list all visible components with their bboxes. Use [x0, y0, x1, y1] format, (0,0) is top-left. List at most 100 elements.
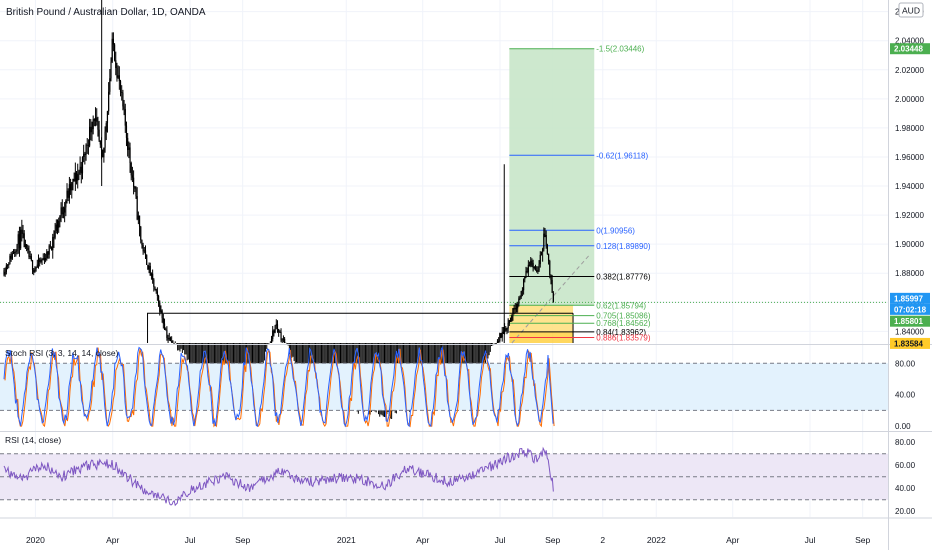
time-tick-label: Jul	[805, 535, 816, 545]
price-badge-label[interactable]: 1.83584	[894, 339, 923, 348]
candle-body	[96, 117, 98, 122]
candle-body	[67, 190, 69, 198]
candle-body	[43, 258, 46, 261]
candle-body	[98, 129, 100, 141]
candle-body	[138, 215, 141, 227]
time-tick-label: Jul	[185, 535, 196, 545]
candle-body	[121, 92, 123, 93]
price-badge-label[interactable]: 07:02:18	[894, 305, 927, 314]
time-tick-label: Sep	[235, 535, 250, 545]
candle-body	[134, 186, 136, 189]
currency-label[interactable]: AUD	[902, 6, 920, 16]
candle-body	[136, 196, 138, 220]
rsi-title: RSI (14, close)	[5, 435, 61, 445]
candle-body	[284, 338, 286, 343]
candle-body	[28, 250, 30, 257]
price-tick-label: 1.84000	[895, 327, 924, 336]
price-badge-label[interactable]: 1.85801	[894, 317, 923, 326]
candle-body	[46, 251, 48, 259]
fib-level-label: 0(1.90956)	[596, 226, 635, 235]
time-tick-label: Sep	[855, 535, 870, 545]
candle-body	[514, 307, 516, 310]
candle-body	[275, 324, 277, 326]
price-badge[interactable]	[890, 315, 930, 327]
candle-body	[90, 126, 92, 133]
candle-body	[58, 220, 60, 228]
time-tick-label: 2	[600, 535, 605, 545]
time-axis[interactable]: 2020 Apr Jul Sep 2021 Apr Jul Sep 2 2022 Apr Jul Sep	[26, 535, 871, 545]
price-tick-label: 1.92000	[895, 211, 924, 220]
candle-body	[540, 251, 543, 255]
candle-body	[273, 330, 275, 333]
candle-body	[37, 259, 40, 265]
price-badge[interactable]	[890, 337, 930, 349]
stoch-tick-label: 0.00	[895, 422, 911, 431]
candle-body	[22, 233, 24, 235]
candle-body	[34, 268, 36, 273]
candle-body	[142, 245, 144, 252]
candle-body	[501, 331, 503, 338]
candle-body	[166, 329, 168, 338]
candle-body	[65, 200, 67, 208]
candle-body	[106, 111, 109, 124]
candle-body	[152, 273, 154, 280]
price-badge-label[interactable]: 1.85997	[894, 294, 923, 303]
candle-body	[84, 153, 86, 155]
candle-body	[20, 229, 22, 249]
candle-body	[72, 178, 74, 183]
candle-body	[125, 125, 128, 138]
fib-level-label: 0.705(1.85086)	[596, 312, 651, 321]
chart-title: British Pound / Australian Dollar, 1D, O…	[6, 7, 206, 18]
candle-body	[48, 245, 50, 255]
candle-body	[163, 323, 166, 330]
candle-body	[81, 156, 84, 174]
rsi-tick-label: 40.00	[895, 484, 916, 493]
candle-body	[547, 253, 550, 261]
candle-body	[91, 129, 93, 133]
candle-body	[110, 61, 112, 79]
candle-body	[505, 328, 507, 331]
candle-body	[155, 288, 157, 292]
candle-body	[161, 310, 163, 319]
candle-body	[61, 207, 63, 215]
candle-body	[49, 245, 51, 247]
stoch-rsi-pane[interactable]: Stoch RSI (3, 3, 14, 14, close)	[0, 345, 888, 428]
stoch-tick-label: 40.00	[895, 391, 916, 400]
candle-body	[123, 106, 125, 110]
candle-body	[160, 310, 162, 312]
price-badge[interactable]	[890, 292, 930, 304]
candle-body	[515, 307, 518, 309]
candle-body	[518, 298, 520, 304]
candle-body	[169, 337, 172, 342]
price-badge[interactable]	[890, 43, 930, 55]
candle-body	[157, 295, 160, 303]
candle-body	[103, 147, 105, 158]
stoch-title: Stoch RSI (3, 3, 14, 14, close)	[5, 348, 119, 358]
candle-body	[550, 274, 552, 280]
price-badge[interactable]	[890, 303, 930, 315]
candle-body	[69, 184, 72, 191]
candle-body	[534, 267, 537, 271]
candle-body	[59, 216, 61, 221]
candle-body	[39, 259, 41, 262]
candle-body	[99, 140, 101, 145]
candle-body	[527, 264, 529, 273]
candle-body	[111, 38, 113, 62]
candle-body	[31, 260, 34, 270]
rsi-pane[interactable]: RSI (14, close)	[0, 435, 888, 507]
price-tick-label: 2.00000	[895, 95, 924, 104]
support-box	[147, 312, 510, 343]
time-tick-label: Apr	[416, 535, 429, 545]
stoch-d-line	[4, 347, 555, 428]
currency-badge-frame[interactable]	[898, 2, 924, 18]
candle-body	[68, 184, 70, 198]
candle-body	[33, 269, 35, 273]
candle-body	[50, 246, 53, 251]
candle-body	[93, 119, 95, 121]
candle-body	[27, 247, 29, 251]
candle-body	[130, 162, 132, 176]
candle-body	[539, 254, 541, 265]
price-badge-label[interactable]: 2.03448	[894, 45, 923, 54]
